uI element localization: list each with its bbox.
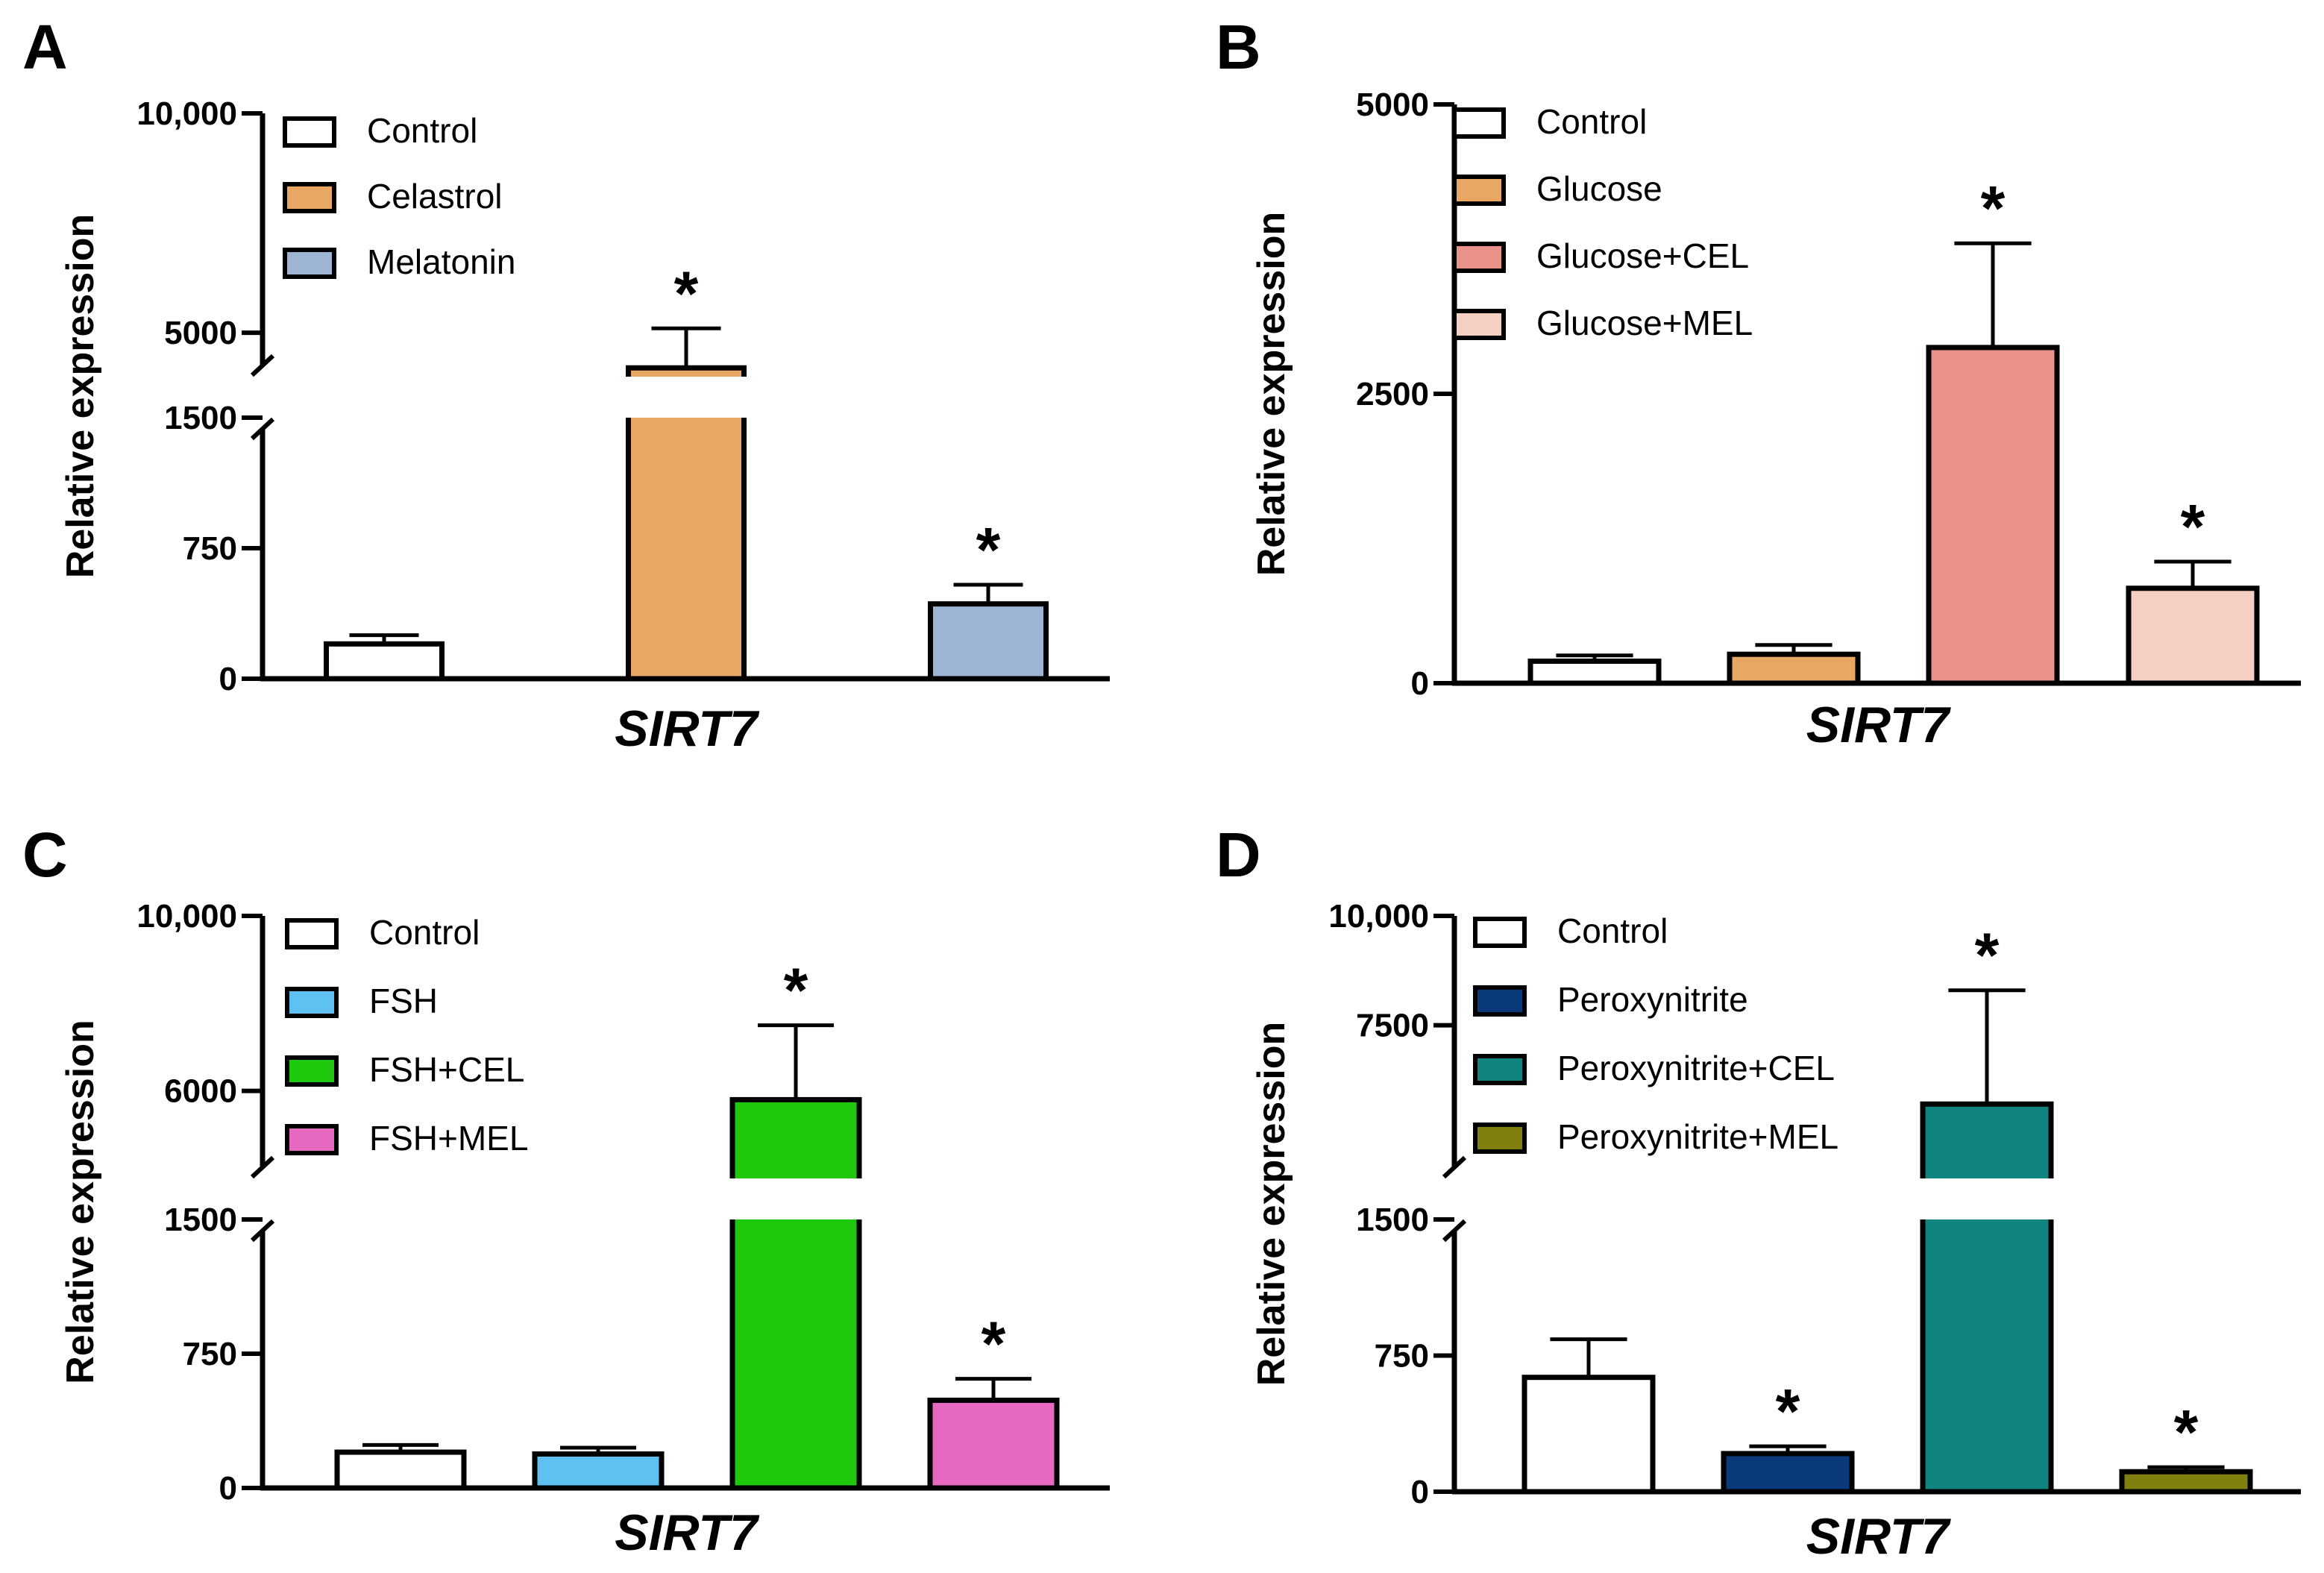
panel-a: A Relative expression SIRT7 * * 0 750 1500 5000 1… [22, 12, 1110, 757]
legend-label: Glucose+CEL [1536, 236, 1749, 275]
y-tick-label: 6000 [164, 1073, 237, 1110]
y-axis-label: Relative expression [1250, 1022, 1293, 1386]
y-tick-label: 1500 [164, 400, 237, 436]
bar-fsh [532, 1451, 665, 1491]
significance-star: * [784, 955, 808, 1026]
legend-label: Peroxynitrite [1557, 980, 1748, 1019]
significance-star: * [1981, 173, 2006, 243]
panel-letter: D [1216, 820, 1261, 890]
axis-break-mark [1442, 1219, 1467, 1243]
legend-label: Glucose+MEL [1536, 304, 1753, 342]
legend-swatch [1452, 175, 1506, 206]
y-tick-label: 5000 [1356, 87, 1429, 123]
y-tick-label: 1500 [164, 1202, 237, 1238]
axis-break-mark [250, 354, 275, 377]
y-tick-label: 10,000 [136, 95, 237, 132]
legend-label: Control [367, 111, 477, 150]
y-axis-label: Relative expression [59, 214, 102, 578]
significance-star: * [2174, 1397, 2199, 1467]
bar-peroxynitrite-mel [2119, 1469, 2253, 1495]
legend-swatch [285, 1055, 339, 1087]
significance-star: * [976, 515, 1001, 585]
x-axis-label: SIRT7 [1806, 697, 1952, 753]
y-tick-label: 750 [183, 530, 237, 567]
panel-letter: B [1216, 12, 1261, 82]
bar-break-gap [1918, 1178, 2056, 1219]
significance-star: * [674, 258, 699, 328]
legend-swatch [1452, 242, 1506, 273]
legend-label: Peroxynitrite+CEL [1557, 1049, 1835, 1087]
legend-swatch [1473, 1054, 1527, 1085]
panel-letter: A [22, 12, 68, 82]
legend-label: Celastrol [367, 177, 503, 216]
axis-break-mark [1442, 1155, 1467, 1179]
y-tick-label: 2500 [1356, 376, 1429, 412]
bar-peroxynitrite-cel [1920, 1101, 2054, 1495]
panel-d: D Relative expression SIRT7 * * * 0 750 1500 7500… [1216, 820, 2301, 1565]
significance-star: * [1776, 1376, 1800, 1446]
legend-swatch [285, 918, 339, 949]
legend-swatch [283, 248, 336, 279]
legend-swatch [283, 116, 336, 148]
y-tick-label: 10,000 [136, 898, 237, 935]
legend-label: Control [1557, 911, 1668, 950]
bar-glucose-cel [1926, 345, 2060, 686]
bar-fsh-mel [927, 1397, 1060, 1491]
bar-glucose [1727, 651, 1861, 686]
axis-break-mark [250, 1219, 275, 1243]
legend-label: Melatonin [367, 242, 515, 281]
y-tick-label: 750 [183, 1336, 237, 1372]
legend-label: FSH [369, 982, 438, 1020]
significance-star: * [982, 1309, 1006, 1379]
bar-control [1521, 1375, 1656, 1495]
bar-celastrol [626, 365, 747, 682]
bar-control [334, 1449, 467, 1491]
y-tick-label: 750 [1375, 1338, 1429, 1375]
y-tick-label: 0 [219, 661, 237, 697]
bar-control [324, 641, 445, 682]
legend-label: Control [369, 913, 480, 952]
bar-control [1527, 659, 1662, 686]
y-tick-label: 0 [219, 1470, 237, 1507]
bar-fsh-cel [729, 1096, 862, 1491]
y-tick-label: 10,000 [1328, 898, 1429, 935]
legend-swatch [1473, 985, 1527, 1017]
legend-swatch [1473, 917, 1527, 948]
legend-swatch [1473, 1123, 1527, 1154]
bar-break-gap [728, 1178, 864, 1219]
panel-b: B Relative expression SIRT7 * * 0 2500 5000 Cont… [1216, 12, 2301, 753]
legend-label: FSH+MEL [369, 1119, 528, 1158]
y-axis-label: Relative expression [1250, 212, 1293, 576]
y-tick-label: 5000 [164, 315, 237, 351]
axis-break-mark [250, 1155, 275, 1179]
legend-label: FSH+CEL [369, 1050, 524, 1089]
y-axis-label: Relative expression [59, 1020, 102, 1384]
significance-star: * [1975, 920, 2000, 990]
bar-glucose-mel [2126, 585, 2260, 686]
y-tick-label: 7500 [1356, 1008, 1429, 1044]
significance-star: * [2181, 492, 2205, 562]
legend-swatch [1452, 309, 1506, 340]
x-axis-label: SIRT7 [615, 1504, 760, 1561]
panel-letter: C [22, 820, 68, 890]
legend-label: Control [1536, 102, 1647, 141]
legend-swatch [285, 1124, 339, 1155]
axis-break-mark [250, 417, 275, 441]
y-tick-label: 0 [1411, 1474, 1429, 1510]
legend-swatch [283, 182, 336, 213]
legend-label: Peroxynitrite+MEL [1557, 1117, 1838, 1156]
x-axis-label: SIRT7 [1806, 1508, 1952, 1565]
y-tick-label: 0 [1411, 665, 1429, 702]
legend-swatch [285, 987, 339, 1018]
legend-swatch [1452, 107, 1506, 139]
bar-break-gap [624, 377, 749, 418]
x-axis-label: SIRT7 [615, 700, 760, 757]
bar-peroxynitrite [1721, 1451, 1855, 1495]
panel-c: C Relative expression SIRT7 * * 0 750 1500 6000 1… [22, 820, 1110, 1561]
bar-melatonin [928, 601, 1049, 682]
y-tick-label: 1500 [1356, 1202, 1429, 1238]
legend-label: Glucose [1536, 169, 1662, 208]
